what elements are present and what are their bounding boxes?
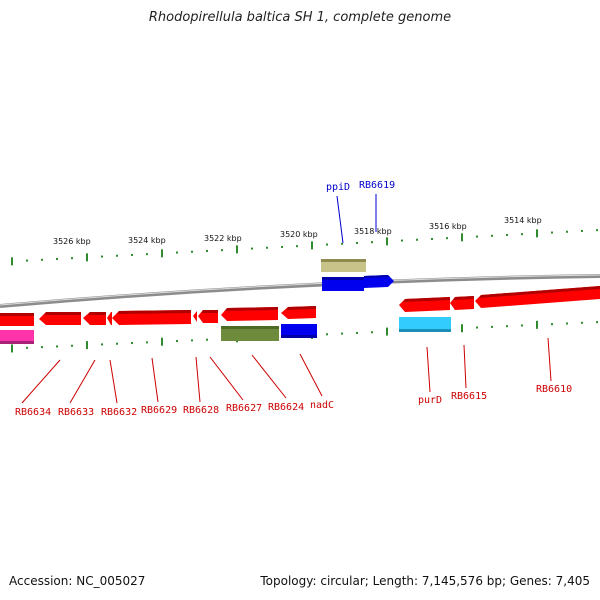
feature-magenta[interactable] bbox=[0, 330, 34, 344]
gene-rb6634[interactable] bbox=[0, 313, 34, 326]
gene-label-rb6629[interactable]: RB6629 bbox=[141, 405, 177, 416]
map-title: Rhodopirellula baltica SH 1, complete ge… bbox=[148, 10, 452, 25]
gene-label-nadc[interactable]: nadC bbox=[310, 400, 334, 411]
label-leader-line bbox=[209, 356, 244, 401]
label-leader-line bbox=[547, 337, 552, 382]
feature-khaki[interactable] bbox=[321, 259, 366, 272]
gene-label-rb6610[interactable]: RB6610 bbox=[536, 384, 572, 395]
scale-label-3526: 3526 kbp bbox=[53, 237, 91, 246]
feature-cyan[interactable] bbox=[399, 317, 451, 332]
gene-label-purd[interactable]: purD bbox=[418, 395, 442, 406]
scale-label-3516: 3516 kbp bbox=[429, 222, 467, 231]
gene-label-rb6628[interactable]: RB6628 bbox=[183, 405, 219, 416]
feature-blue-nadc[interactable] bbox=[281, 324, 317, 338]
label-leader-line bbox=[336, 195, 344, 244]
label-leader-line bbox=[463, 344, 467, 389]
gene-rb6610[interactable] bbox=[475, 286, 600, 308]
genome-backbone bbox=[0, 274, 600, 308]
gene-purd[interactable] bbox=[399, 297, 450, 312]
gene-rb6628-small[interactable] bbox=[193, 311, 197, 322]
gene-label-ppid[interactable]: ppiD bbox=[326, 182, 350, 193]
topology-text: Topology: circular; Length: 7,145,576 bp… bbox=[260, 574, 590, 588]
label-leader-line bbox=[69, 359, 96, 404]
gene-rb6632[interactable] bbox=[83, 312, 106, 325]
accession-text: Accession: NC_005027 bbox=[9, 574, 146, 588]
gene-label-rb6627[interactable]: RB6627 bbox=[226, 403, 262, 414]
feature-olive[interactable] bbox=[221, 326, 279, 341]
gene-label-rb6615[interactable]: RB6615 bbox=[451, 391, 487, 402]
label-leader-line bbox=[195, 356, 201, 403]
gene-rb6628[interactable] bbox=[198, 310, 218, 323]
gene-rb6624[interactable] bbox=[281, 306, 316, 319]
gene-label-rb6619[interactable]: RB6619 bbox=[359, 180, 395, 191]
gene-label-rb6634[interactable]: RB6634 bbox=[15, 407, 51, 418]
scale-label-3514: 3514 kbp bbox=[504, 216, 542, 225]
gene-label-rb6633[interactable]: RB6633 bbox=[58, 407, 94, 418]
feature-blue-rb6619[interactable] bbox=[364, 275, 394, 288]
genome-backbone-highlight bbox=[0, 274, 600, 306]
gene-label-rb6624[interactable]: RB6624 bbox=[268, 402, 304, 413]
gene-label-leaders bbox=[21, 194, 552, 404]
gene-rb6633[interactable] bbox=[39, 312, 81, 325]
label-leader-line bbox=[151, 357, 159, 403]
scale-label-3518: 3518 kbp bbox=[354, 227, 392, 236]
label-leader-line bbox=[299, 353, 323, 397]
label-leader-line bbox=[426, 346, 431, 393]
scale-label-3524: 3524 kbp bbox=[128, 236, 166, 245]
gene-label-rb6632[interactable]: RB6632 bbox=[101, 407, 137, 418]
scale-label-3520: 3520 kbp bbox=[280, 230, 318, 239]
gene-rb6615[interactable] bbox=[450, 296, 474, 310]
feature-blue-ppid[interactable] bbox=[322, 277, 364, 291]
gene-rb6629[interactable] bbox=[112, 310, 191, 325]
label-leader-line bbox=[251, 354, 287, 399]
label-leader-line bbox=[21, 359, 61, 404]
gene-rb6629-small[interactable] bbox=[107, 312, 112, 325]
scale-label-3522: 3522 kbp bbox=[204, 234, 242, 243]
outer-scale-ticks bbox=[11, 229, 598, 266]
label-leader-line bbox=[109, 359, 118, 404]
gene-rb6627[interactable] bbox=[221, 307, 278, 321]
